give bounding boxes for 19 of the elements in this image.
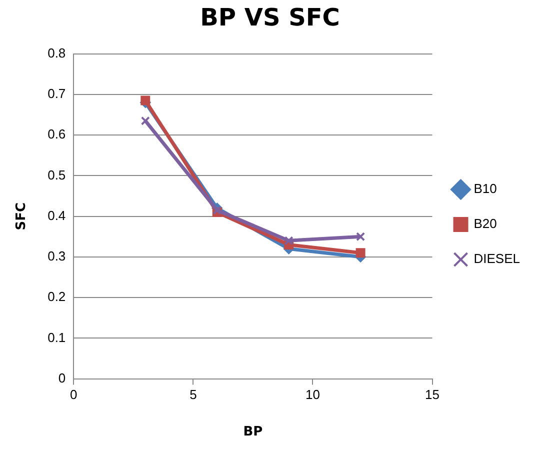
y-tick-label: 0.5 [48, 167, 66, 182]
x-axis-title: BP [243, 424, 263, 440]
x-tick-label: 5 [190, 387, 197, 402]
y-tick-label: 0.2 [48, 289, 66, 304]
y-tick-label: 0 [58, 370, 66, 386]
y-tick-label: 0.7 [48, 86, 66, 102]
chart-title: BP VS SFC [200, 4, 340, 32]
y-axis-title: SFC [14, 202, 30, 230]
legend-label: B10 [474, 181, 497, 196]
legend-label: DIESEL [474, 251, 520, 266]
y-tick-label: 0.4 [48, 208, 66, 223]
y-tick-label: 0.6 [48, 126, 66, 142]
x-tick-label: 15 [425, 387, 440, 402]
y-tick-label: 0.1 [48, 330, 66, 345]
x-tick-label: 10 [305, 387, 320, 402]
legend-label: B20 [474, 216, 497, 232]
y-tick-label: 0.3 [48, 248, 66, 264]
x-tick-label: 0 [70, 387, 78, 402]
y-tick-label: 0.8 [48, 45, 66, 60]
